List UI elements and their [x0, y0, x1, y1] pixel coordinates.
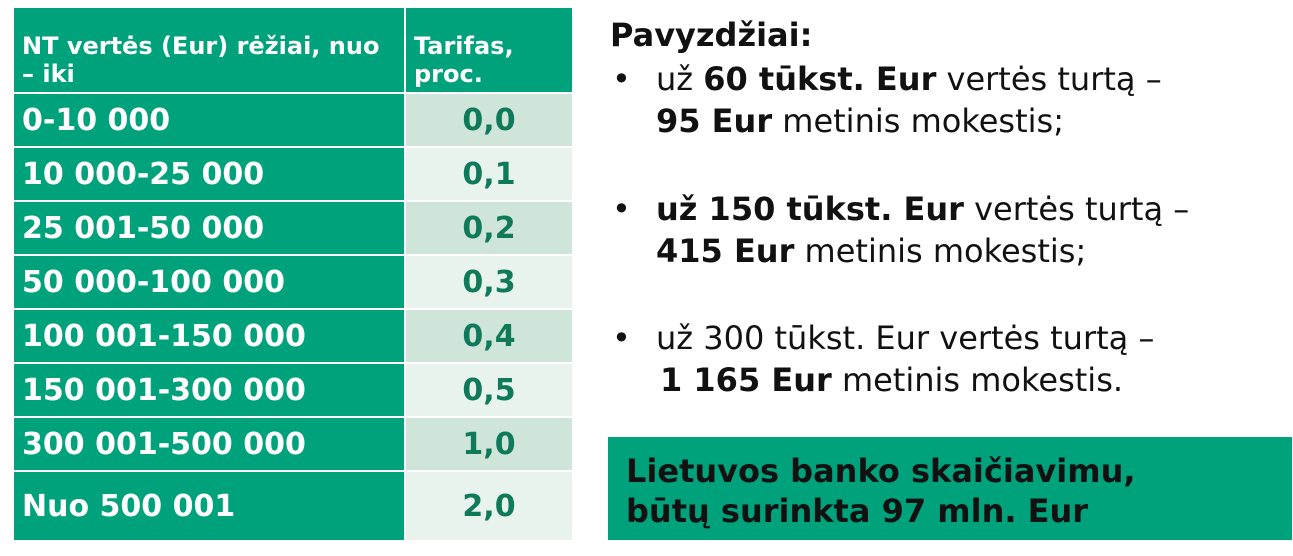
bullet-icon: •	[612, 319, 631, 357]
example-item: • už 150 tūkst. Eur vertės turtą – 415 E…	[612, 188, 1189, 272]
example-value-line: už 300 tūkst. Eur vertės turtą –	[656, 319, 1155, 357]
table-row: 50 000-100 000 0,3	[12, 254, 574, 310]
range-cell: 25 001-50 000	[12, 200, 406, 256]
header-range: NT vertės (Eur) rėžiai, nuo – iki	[12, 6, 406, 94]
range-cell: 0-10 000	[12, 92, 406, 148]
conclusion-line-1: Lietuvos banko skaičiavimu,	[626, 452, 1136, 490]
rate-cell: 0,1	[404, 146, 574, 202]
table-row: 100 001-150 000 0,4	[12, 308, 574, 364]
rate-cell: 0,5	[404, 362, 574, 418]
rate-cell: 0,3	[404, 254, 574, 310]
example-tax-line: 415 Eur metinis mokestis;	[656, 232, 1087, 270]
range-cell: Nuo 500 001	[12, 470, 406, 542]
example-value-line: už 150 tūkst. Eur vertės turtą –	[656, 190, 1190, 228]
table-row: 150 001-300 000 0,5	[12, 362, 574, 418]
rate-cell: 2,0	[404, 470, 574, 542]
table-header-row: NT vertės (Eur) rėžiai, nuo – iki Tarifa…	[12, 6, 574, 94]
range-cell: 300 001-500 000	[12, 416, 406, 472]
range-cell: 10 000-25 000	[12, 146, 406, 202]
example-item: • už 300 tūkst. Eur vertės turtą – 1 165…	[612, 317, 1154, 401]
range-cell: 50 000-100 000	[12, 254, 406, 310]
bullet-icon: •	[612, 60, 631, 98]
conclusion-line-2: būtų surinkta 97 mln. Eur	[626, 492, 1089, 530]
table-row: 300 001-500 000 1,0	[12, 416, 574, 472]
example-item: • už 60 tūkst. Eur vertės turtą – 95 Eur…	[612, 58, 1162, 142]
conclusion-box: Lietuvos banko skaičiavimu, būtų surinkt…	[608, 437, 1292, 540]
header-rate: Tarifas, proc.	[404, 6, 574, 94]
example-tax-line: 1 165 Eur metinis mokestis.	[660, 361, 1124, 399]
range-cell: 150 001-300 000	[12, 362, 406, 418]
examples-title: Pavyzdžiai:	[610, 16, 813, 54]
rate-cell: 0,2	[404, 200, 574, 256]
rate-cell: 0,0	[404, 92, 574, 148]
bullet-icon: •	[612, 190, 631, 228]
tax-rate-table: NT vertės (Eur) rėžiai, nuo – iki Tarifa…	[12, 6, 574, 542]
rate-cell: 0,4	[404, 308, 574, 364]
range-cell: 100 001-150 000	[12, 308, 406, 364]
table-row: 10 000-25 000 0,1	[12, 146, 574, 202]
table-row: 25 001-50 000 0,2	[12, 200, 574, 256]
rate-cell: 1,0	[404, 416, 574, 472]
example-value-line: už 60 tūkst. Eur vertės turtą –	[656, 60, 1162, 98]
table-row: 0-10 000 0,0	[12, 92, 574, 148]
table-row: Nuo 500 001 2,0	[12, 470, 574, 542]
example-tax-line: 95 Eur metinis mokestis;	[656, 102, 1064, 140]
